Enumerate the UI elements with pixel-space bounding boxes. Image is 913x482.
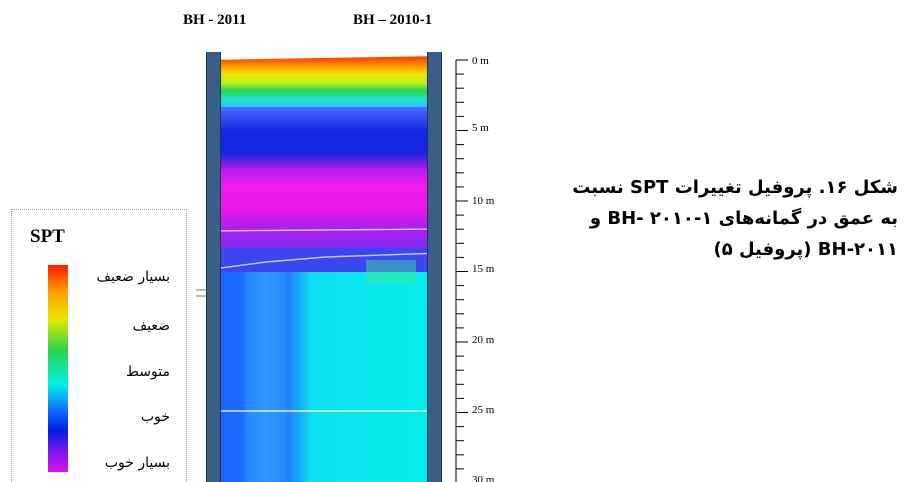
depth-label-20: 20 m [472, 334, 495, 346]
legend-item-weak: ضعیف [132, 318, 170, 334]
borehole-right-casing [427, 52, 442, 482]
legend-title: SPT [30, 226, 65, 247]
legend-item-very-weak: بسیار ضعیف [96, 269, 170, 285]
legend-item-very-good: بسیار خوب [104, 455, 170, 471]
legend-color-bar [48, 265, 68, 472]
depth-label-5: 5 m [472, 122, 489, 134]
spt-cross-section [206, 52, 442, 482]
caption-line-2: به عمق در گمانه‌های ۱-۲۰۱۰ -BH و [589, 208, 898, 229]
legend-item-good: خوب [140, 409, 170, 425]
depth-scale: 0 m 5 m 10 m 15 m 20 m 25 m 30 m [455, 55, 495, 482]
depth-label-0: 0 m [472, 55, 489, 67]
depth-label-25: 25 m [472, 404, 495, 416]
depth-label-10: 10 m [472, 195, 495, 207]
borehole-left-casing [206, 52, 221, 482]
spt-legend: SPT بسیار ضعیف ضعیف متوسط خوب بسیار خوب [11, 209, 187, 482]
caption-line-1: شکل ۱۶. پروفیل تغییرات SPT نسبت [572, 177, 898, 198]
borehole-label-left: BH - 2011 [183, 12, 247, 28]
depth-label-30: 30 m [472, 474, 495, 482]
borehole-label-right: BH – 2010-1 [353, 12, 433, 28]
depth-label-15: 15 m [472, 263, 495, 275]
left-stratum-mark [196, 289, 206, 297]
legend-item-medium: متوسط [126, 364, 170, 380]
figure-caption: شکل ۱۶. پروفیل تغییرات SPT نسبت به عمق د… [528, 172, 898, 265]
caption-line-3: BH-۲۰۱۱ (پروفیل ۵) [713, 239, 898, 260]
